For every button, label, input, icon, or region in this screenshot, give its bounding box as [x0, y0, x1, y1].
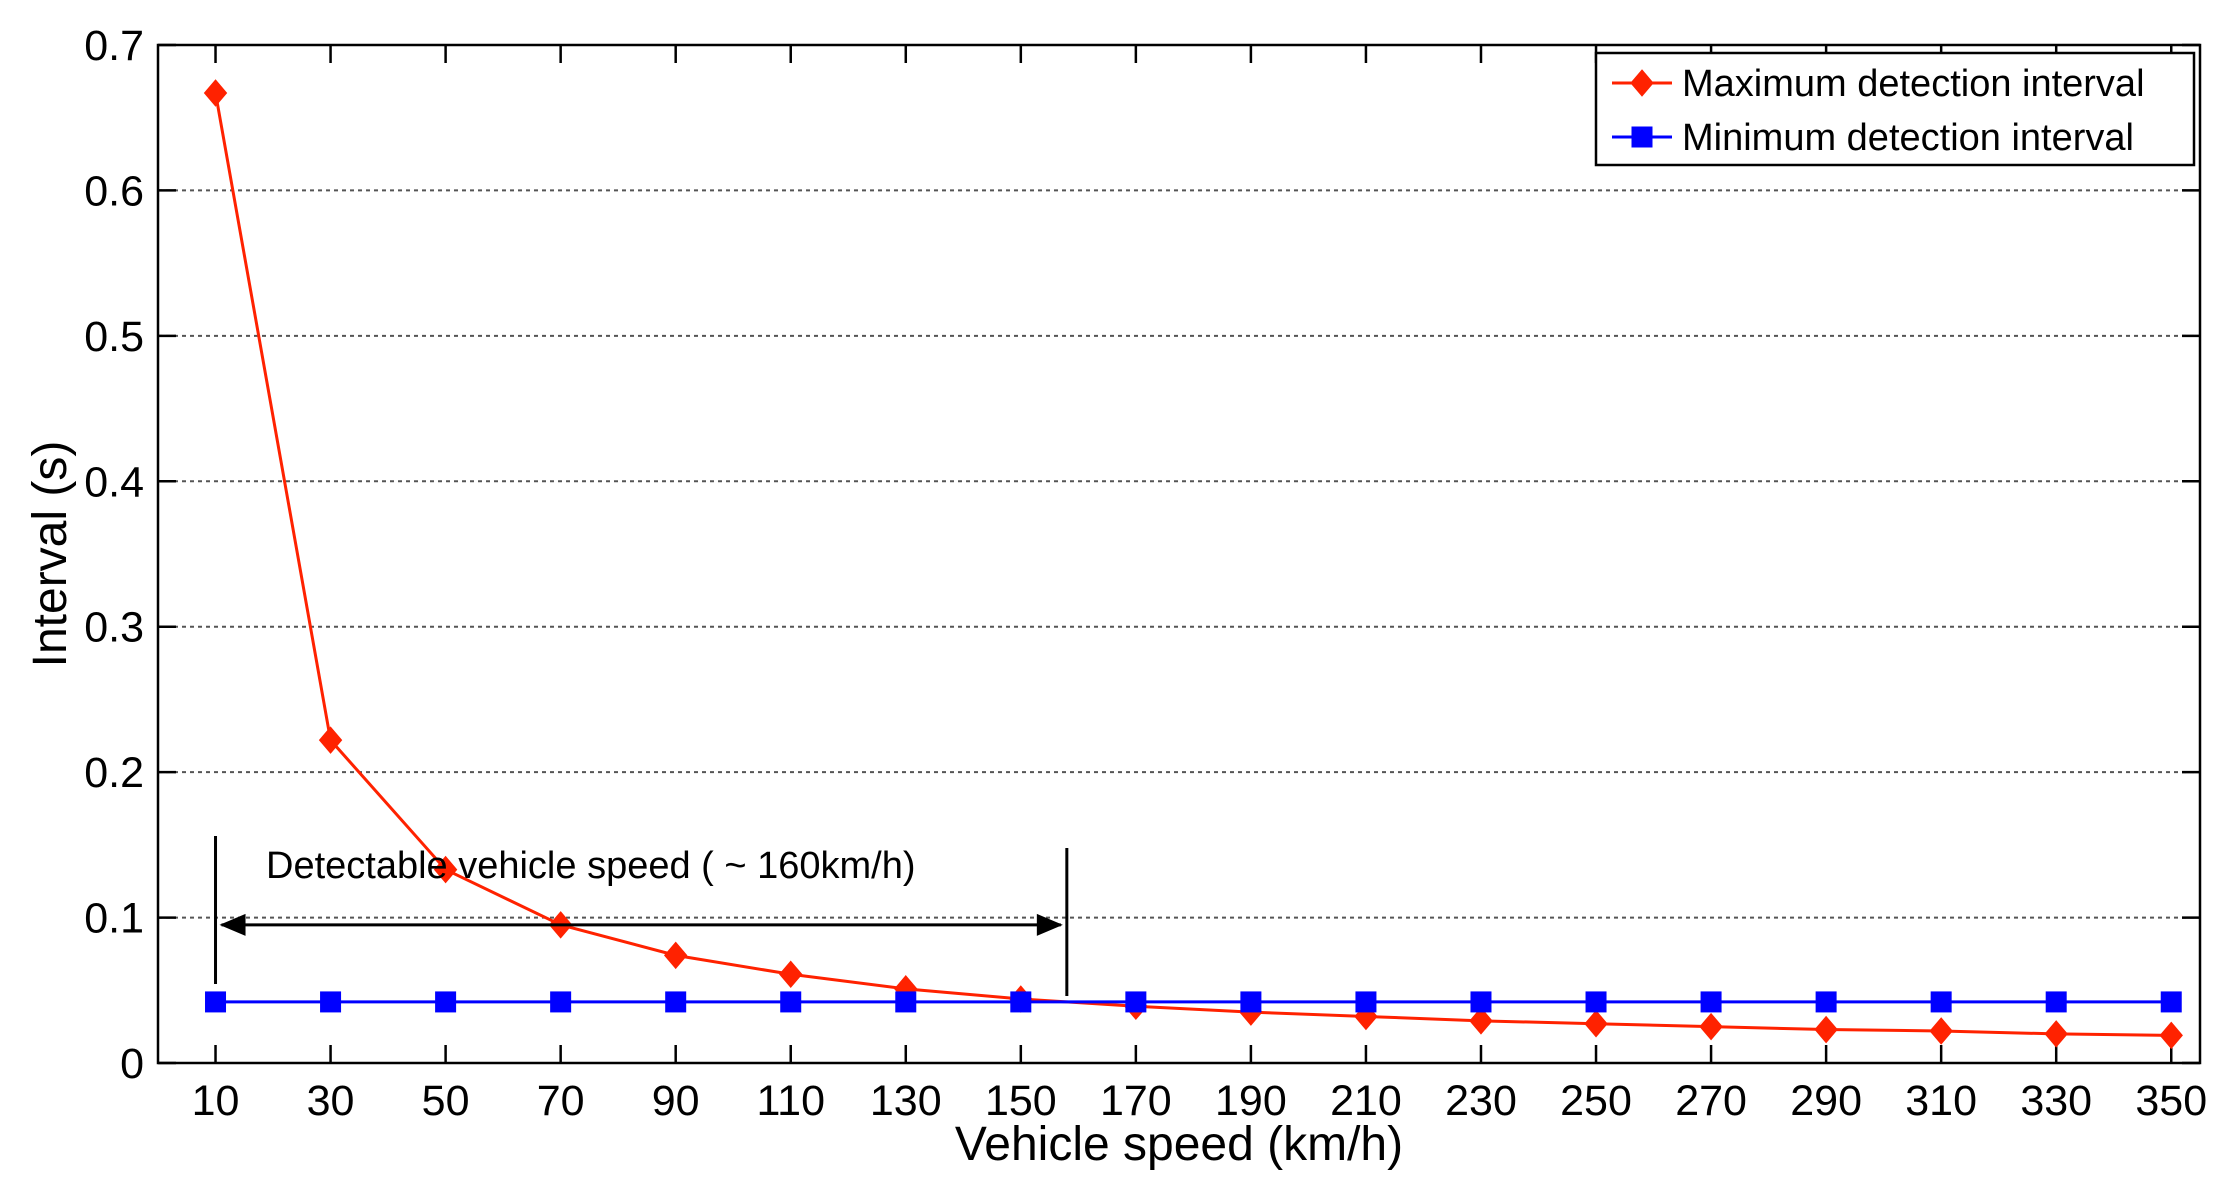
y-tick-label: 0.5: [84, 313, 144, 361]
x-tick-label: 170: [1100, 1077, 1172, 1125]
data-point: [780, 991, 802, 1013]
y-tick-label: 0.6: [84, 167, 144, 215]
y-tick-label: 0.4: [84, 458, 144, 506]
legend-entry: Minimum detection interval: [1612, 117, 2134, 159]
data-point: [2044, 1020, 2068, 1048]
legend-label: Maximum detection interval: [1682, 63, 2145, 105]
series-line: [214, 92, 2172, 1037]
legend-entry: Maximum detection interval: [1612, 63, 2145, 105]
axis-ticks: 0 0.1 0.2 0.3 0.4 0.5 0.6 0.7 10 30 50 70 90 110 130 15…: [84, 22, 2207, 1125]
legend: Maximum detection interval Minimum detect…: [1594, 51, 2196, 167]
y-axis-label: Interval (s): [24, 441, 77, 668]
x-tick-label: 310: [1905, 1077, 1977, 1125]
data-point: [1929, 1017, 1953, 1045]
x-tick-label: 270: [1675, 1077, 1747, 1125]
data-point: [1930, 991, 1952, 1013]
x-tick-label: 210: [1330, 1077, 1402, 1125]
y-tick-label: 0: [120, 1040, 144, 1088]
axes-frame: [156, 43, 2202, 1065]
x-axis-label: Vehicle speed (km/h): [955, 1118, 1403, 1171]
data-point: [779, 960, 803, 989]
data-point: [203, 79, 228, 107]
data-point: [2159, 1021, 2183, 1050]
annotation-text: Detectable vehicle speed ( ~ 160km/h): [266, 845, 916, 887]
data-point: [2160, 991, 2182, 1013]
data-point: [663, 941, 688, 970]
range-arrow-right-head: [1036, 913, 1063, 936]
y-tick-label: 0.7: [84, 22, 144, 70]
y-tick-label: 0.2: [84, 749, 144, 797]
data-point: [1355, 991, 1377, 1013]
data-point: [320, 991, 342, 1013]
x-tick-label: 190: [1215, 1077, 1287, 1125]
x-tick-label: 110: [756, 1077, 825, 1125]
data-point: [550, 991, 572, 1013]
plot-frame: [156, 43, 2202, 1065]
legend-label: Minimum detection interval: [1682, 117, 2134, 159]
data-point: [1470, 991, 1492, 1013]
data-point: [895, 991, 917, 1013]
data-point: [1010, 991, 1032, 1013]
series-maximum-detection-interval: [203, 79, 2183, 1050]
data-point: [318, 726, 343, 754]
legend-box: [1594, 51, 2196, 167]
data-point: [1814, 1015, 1838, 1044]
range-arrow-left-head: [219, 913, 246, 936]
data-point: [1469, 1007, 1493, 1035]
x-tick-label: 70: [537, 1077, 585, 1125]
data-point: [1700, 991, 1722, 1013]
x-tick-label: 30: [307, 1077, 355, 1125]
x-tick-label: 330: [2020, 1077, 2092, 1125]
data-point: [205, 991, 227, 1013]
x-tick-label: 150: [985, 1077, 1057, 1125]
x-tick-label: 230: [1445, 1077, 1517, 1125]
data-point: [1815, 991, 1837, 1013]
x-tick-label: 250: [1560, 1077, 1632, 1125]
data-point: [1699, 1012, 1723, 1041]
diamond-marker-icon: [1630, 69, 1654, 97]
series-minimum-detection-interval: [205, 991, 2182, 1013]
y-tick-label: 0.1: [84, 895, 144, 943]
data-point: [1240, 991, 1262, 1013]
data-point: [433, 855, 458, 884]
x-tick-label: 50: [422, 1077, 470, 1125]
data-point: [1125, 991, 1147, 1013]
data-point: [435, 991, 457, 1013]
data-point: [1585, 991, 1607, 1013]
speed-range-annotation: Detectable vehicle speed ( ~ 160km/h): [214, 836, 1069, 996]
data-point: [1584, 1009, 1608, 1038]
x-tick-label: 290: [1790, 1077, 1862, 1125]
square-marker-icon: [1631, 126, 1653, 148]
x-tick-label: 90: [652, 1077, 700, 1125]
data-series: [203, 79, 2183, 1050]
x-tick-label: 350: [2135, 1077, 2207, 1125]
x-tick-label: 10: [192, 1077, 240, 1125]
y-tick-label: 0.3: [84, 604, 144, 652]
data-point: [665, 991, 687, 1013]
x-tick-label: 130: [870, 1077, 942, 1125]
data-point: [2045, 991, 2067, 1013]
